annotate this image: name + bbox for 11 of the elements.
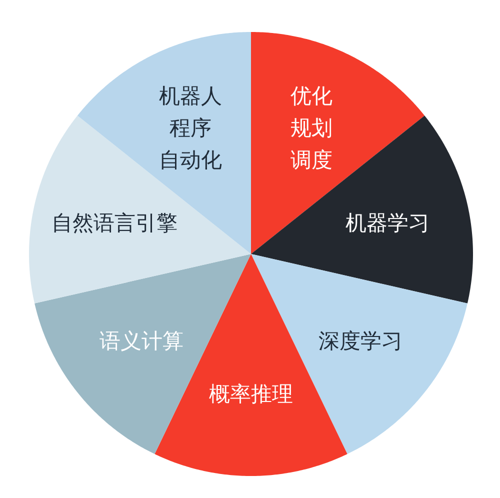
pie-slice — [29, 116, 251, 304]
slice-label: 优化规划调度 — [290, 84, 333, 172]
slice-label: 概率推理 — [209, 382, 293, 406]
pie-slice — [251, 254, 468, 454]
slice-label: 机器学习 — [345, 210, 430, 235]
pie-slice — [251, 116, 473, 304]
slice-label: 自然语言引擎 — [52, 210, 178, 235]
slice-label: 语义计算 — [100, 329, 184, 354]
slice-label: 深度学习 — [318, 329, 402, 354]
slice-label: 机器人程序自动化 — [158, 84, 222, 172]
pie-slice — [34, 254, 251, 454]
